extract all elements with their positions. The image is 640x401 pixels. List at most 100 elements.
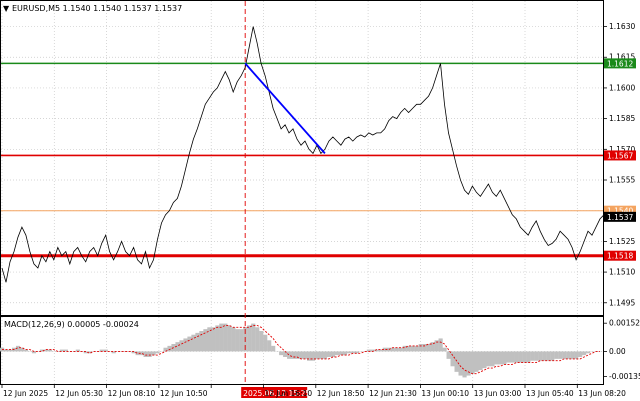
macd-histogram-bar xyxy=(554,351,559,359)
macd-histogram-bar xyxy=(191,334,196,352)
macd-histogram-bar xyxy=(578,351,583,357)
macd-histogram-bar xyxy=(558,351,563,359)
price-axis-label: 1.1630 xyxy=(609,22,635,31)
price-series xyxy=(1,26,609,283)
macd-histogram-bar xyxy=(314,351,320,359)
macd-histogram-bar xyxy=(155,351,160,354)
macd-histogram-bar xyxy=(522,351,527,363)
time-axis-label: 12 Jun 05:30 xyxy=(55,389,103,398)
macd-axis-label: 0.00 xyxy=(609,347,626,356)
macd-histogram-bar xyxy=(518,351,523,363)
price-tag-support-red xyxy=(604,250,636,261)
trendline[interactable] xyxy=(244,62,326,155)
macd-histogram-bar xyxy=(318,351,324,359)
macd-histogram-bar xyxy=(510,351,515,363)
macd-histogram-bar xyxy=(135,351,140,356)
macd-histogram-bar xyxy=(402,345,407,352)
macd-histogram-bar xyxy=(231,327,236,352)
macd-histogram-bar xyxy=(422,344,427,352)
macd-histogram-bar xyxy=(167,345,172,352)
price-tag-resistance-red xyxy=(604,150,636,161)
price-axis-label: 1.1525 xyxy=(609,237,635,246)
macd-histogram-bar xyxy=(259,331,264,352)
macd-histogram-bar xyxy=(4,349,9,352)
macd-histogram-bar xyxy=(410,345,415,352)
price-axis-label: 1.1585 xyxy=(609,114,635,123)
macd-axis: 0.00152 0.00 -0.00135 xyxy=(603,319,640,381)
macd-histogram-bar xyxy=(255,327,260,352)
macd-histogram-bar xyxy=(442,347,447,352)
macd-histogram-bar xyxy=(207,327,212,352)
macd-signal-path xyxy=(2,324,600,375)
main-plot-frame[interactable] xyxy=(0,0,604,316)
price-tag-resistance-green xyxy=(604,58,636,69)
macd-histogram-bar xyxy=(247,325,252,352)
macd-histogram-bar xyxy=(478,351,483,370)
macd-histogram-bar xyxy=(506,351,511,363)
macd-histogram-bar xyxy=(219,323,224,352)
time-axis: 12 Jun 2025 12 Jun 05:30 12 Jun 08:10 12 Ju… xyxy=(1,384,626,398)
macd-histogram-bar xyxy=(334,351,340,356)
macd-histogram-bar xyxy=(390,347,395,352)
macd-histogram-bar xyxy=(454,351,459,372)
macd-histogram-bar xyxy=(283,351,288,357)
macd-histogram-bar xyxy=(570,351,575,359)
macd-histogram-bar xyxy=(183,338,188,352)
macd-histogram-bar xyxy=(263,334,268,352)
time-axis-label: 13 Jun 05:40 xyxy=(526,389,574,398)
symbol-line: EURUSD,M5 1.1540 1.1540 1.1537 1.1537 xyxy=(12,4,182,13)
macd-histogram-bar xyxy=(215,325,220,352)
macd-histogram-bar xyxy=(179,340,184,352)
macd-histogram-bar xyxy=(227,325,232,352)
macd-histogram-bar xyxy=(7,349,13,352)
macd-histogram-bar xyxy=(530,351,535,361)
macd-histogram-bar xyxy=(251,323,256,352)
macd-histogram-bar xyxy=(87,351,92,354)
macd-histogram-bar xyxy=(482,351,487,369)
macd-histogram-bar xyxy=(83,351,88,354)
macd-histogram-bar xyxy=(19,347,25,352)
macd-histogram-bar xyxy=(514,351,519,363)
macd-histogram-bar xyxy=(406,345,411,352)
time-axis-label: 12 Jun 10:50 xyxy=(160,389,208,398)
price-axis-label: 1.1555 xyxy=(609,176,635,185)
macd-histogram-bar xyxy=(430,342,435,352)
macd-histogram-bar xyxy=(546,351,551,361)
price-tag-label-resistance-red: 1.1567 xyxy=(607,151,633,160)
macd-histogram-bar xyxy=(474,351,479,372)
macd-histogram-bar xyxy=(338,351,344,356)
macd-histogram-bar xyxy=(267,340,272,352)
macd-histogram-bar xyxy=(15,345,21,352)
macd-histogram-bar xyxy=(310,351,316,361)
macd-axis-label: 0.00152 xyxy=(609,319,640,328)
macd-histogram-bar xyxy=(494,351,499,365)
macd-histogram-bar xyxy=(438,338,443,352)
macd-histogram-bar xyxy=(39,349,45,352)
price-tags: 1.1612 1.1567 1.1540 1.1518 1.1537 xyxy=(604,58,636,261)
macd-histogram-bar xyxy=(291,351,296,359)
macd-histogram-bar xyxy=(31,351,37,354)
time-axis-label: 2025.06.12 15:25 xyxy=(243,389,310,398)
horizontal-levels xyxy=(1,62,603,258)
macd-histogram-bar xyxy=(446,351,451,359)
macd-histogram-bar xyxy=(306,351,312,361)
macd-histogram-bar xyxy=(574,351,579,359)
macd-histogram-bar xyxy=(378,349,383,352)
macd-histogram-bar xyxy=(542,351,547,361)
macd-histogram-bar xyxy=(330,351,336,357)
macd-histogram-bar xyxy=(23,349,29,352)
macd-histogram-bar xyxy=(346,351,352,354)
macd-histogram-bar xyxy=(466,351,471,376)
macd-histogram-bar xyxy=(299,351,304,359)
price-line-path xyxy=(1,26,609,283)
macd-histogram-bar xyxy=(326,351,332,357)
macd-histogram-bar xyxy=(562,351,567,359)
macd-histogram-bar xyxy=(498,351,503,365)
macd-histogram-bar xyxy=(502,351,507,365)
macd-histogram-bar xyxy=(195,332,200,352)
macd-histogram-bar xyxy=(426,344,431,352)
macd-indicator-label: MACD(12,26,9) 0.00005 -0.00024 xyxy=(4,320,139,329)
macd-histogram-bar xyxy=(582,351,587,356)
time-axis-label: 13 Jun 03:00 xyxy=(474,389,522,398)
